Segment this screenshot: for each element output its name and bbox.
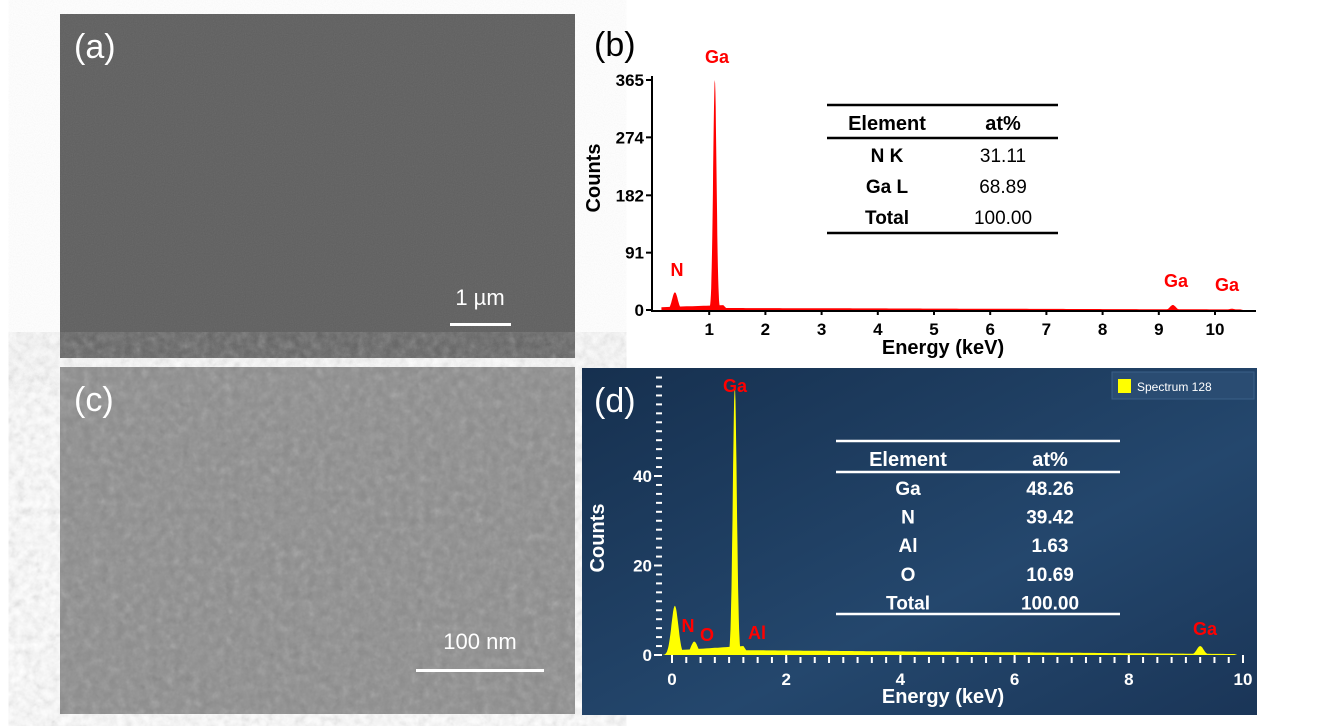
composition-table-b: Element at% N K 31.11 Ga L 68.89 Total 100.00 xyxy=(827,103,1058,235)
table-header: Element xyxy=(869,449,947,471)
table-cell: 100.00 xyxy=(974,208,1032,229)
table-cell: N xyxy=(901,508,915,529)
spectrum-peak xyxy=(1161,305,1185,310)
x-tick-label: 2 xyxy=(781,670,790,689)
table-cell: 48.26 xyxy=(1026,479,1074,500)
scale-bar-label-c: 100 nm xyxy=(443,629,516,654)
legend-label: Spectrum 128 xyxy=(1137,380,1212,394)
peak-label: Ga xyxy=(1215,275,1240,295)
spectrum-peak xyxy=(743,650,771,655)
x-tick-label: 8 xyxy=(1098,320,1107,339)
spectrum-peak xyxy=(687,650,716,655)
table-cell: O xyxy=(901,565,916,586)
table-cell: 68.89 xyxy=(979,177,1027,198)
peak-label: O xyxy=(700,625,714,645)
x-tick-label: 0 xyxy=(667,670,676,689)
table-header: Element xyxy=(848,113,926,135)
x-axis-label: Energy (keV) xyxy=(882,337,1004,359)
y-tick-label: 20 xyxy=(633,557,652,576)
peak-label: Ga xyxy=(1193,619,1218,639)
x-tick-label: 6 xyxy=(1010,670,1019,689)
x-tick-label: 4 xyxy=(873,320,883,339)
panel-label-b: (b) xyxy=(594,26,636,64)
x-tick-label: 2 xyxy=(761,320,770,339)
table-cell: Total xyxy=(865,208,909,229)
y-tick-label: 182 xyxy=(616,186,644,205)
spectrum-peak xyxy=(1220,308,1244,310)
table-cell: 100.00 xyxy=(1021,593,1079,614)
y-tick-label: 365 xyxy=(616,71,644,90)
spectrum-peak xyxy=(680,641,708,655)
legend: Spectrum 128 xyxy=(1111,371,1255,400)
spectrum-peak xyxy=(663,292,687,310)
spectrum-baseline xyxy=(661,305,1244,310)
peak-label: Al xyxy=(748,623,766,643)
y-tick-label: 91 xyxy=(625,244,644,263)
table-cell: N K xyxy=(871,146,904,167)
x-tick-label: 10 xyxy=(1234,670,1253,689)
peak-label: Ga xyxy=(705,47,730,67)
plot-background xyxy=(582,368,1257,715)
peak-label: N xyxy=(671,260,684,280)
x-axis-label: Energy (keV) xyxy=(882,686,1004,708)
peak-label: Ga xyxy=(723,376,748,396)
table-cell: Al xyxy=(899,536,918,557)
x-tick-label: 5 xyxy=(929,320,938,339)
y-axis-label: Counts xyxy=(583,144,605,213)
x-tick-label: 8 xyxy=(1124,670,1133,689)
table-header: at% xyxy=(1032,449,1068,471)
legend-swatch xyxy=(1118,379,1131,393)
spectrum-peak xyxy=(726,386,743,655)
x-tick-label: 1 xyxy=(704,320,713,339)
y-tick-label: 0 xyxy=(635,301,644,320)
x-tick-label: 9 xyxy=(1154,320,1163,339)
table-cell: Ga L xyxy=(866,177,909,198)
table-cell: 31.11 xyxy=(980,146,1026,167)
eds-spectrum-b: (b) N Ga Ga Ga 1 2 3 4 5 6 7 8 9 10 0 91 182 274 365 Ener… xyxy=(583,26,1256,359)
table-cell: 10.69 xyxy=(1026,565,1074,586)
table-cell: 1.63 xyxy=(1032,536,1069,557)
scale-bar-a xyxy=(450,323,511,326)
panel-label-c: (c) xyxy=(74,381,114,419)
x-tick-label: 7 xyxy=(1042,320,1051,339)
spectrum-baseline xyxy=(680,646,1238,655)
sem-image-a: (a) 1 µm xyxy=(60,14,575,358)
composition-table-d: Element at% Ga 48.26 N 39.42 Al 1.63 O 10.69 Total… xyxy=(836,439,1120,616)
panel-label-d: (d) xyxy=(594,382,636,420)
scale-bar-label-a: 1 µm xyxy=(455,285,504,310)
table-cell: 39.42 xyxy=(1026,508,1074,529)
spectrum-peak xyxy=(1186,646,1214,655)
x-tick-label: 6 xyxy=(985,320,994,339)
sem-image-c: (c) 100 nm xyxy=(60,367,575,714)
table-cell: Total xyxy=(886,593,930,614)
y-tick-label: 0 xyxy=(643,646,652,665)
table-header: at% xyxy=(985,113,1021,135)
table-cell: Ga xyxy=(895,479,921,500)
panel-label-a: (a) xyxy=(74,28,116,66)
y-axis-label: Counts xyxy=(587,504,609,573)
x-tick-label: 10 xyxy=(1206,320,1225,339)
spectrum-peak xyxy=(708,80,722,310)
spectrum-peak xyxy=(661,605,689,655)
x-tick-label: 3 xyxy=(817,320,826,339)
x-tick-label: 4 xyxy=(896,670,906,689)
peak-label: Ga xyxy=(1164,271,1189,291)
peak-label: N xyxy=(682,616,695,636)
y-tick-label: 40 xyxy=(633,467,652,486)
scale-bar-c xyxy=(416,669,544,672)
y-tick-label: 274 xyxy=(616,128,645,147)
